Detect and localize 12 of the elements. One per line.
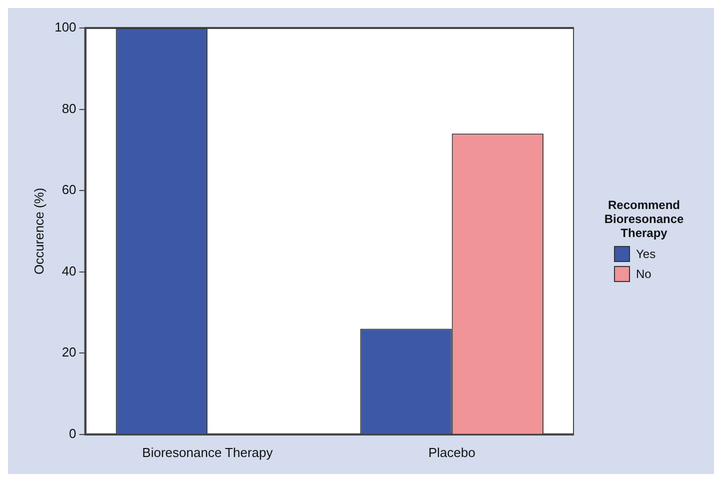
x-tick-label: Bioresonance Therapy	[142, 444, 274, 460]
legend-label: No	[636, 267, 652, 281]
y-tick-label: 20	[62, 344, 76, 360]
y-tick-label: 100	[54, 20, 76, 35]
y-tick-label: 0	[69, 426, 76, 441]
y-axis-title: Occurence (%)	[31, 188, 46, 275]
y-tick-label: 80	[62, 100, 76, 116]
legend-label: Yes	[636, 247, 656, 261]
x-tick-label: Placebo	[428, 444, 476, 460]
legend-title: Recommend Bioresonance Therapy	[603, 198, 685, 240]
y-tick-label: 40	[62, 263, 76, 278]
y-tick-label: 60	[62, 182, 76, 198]
